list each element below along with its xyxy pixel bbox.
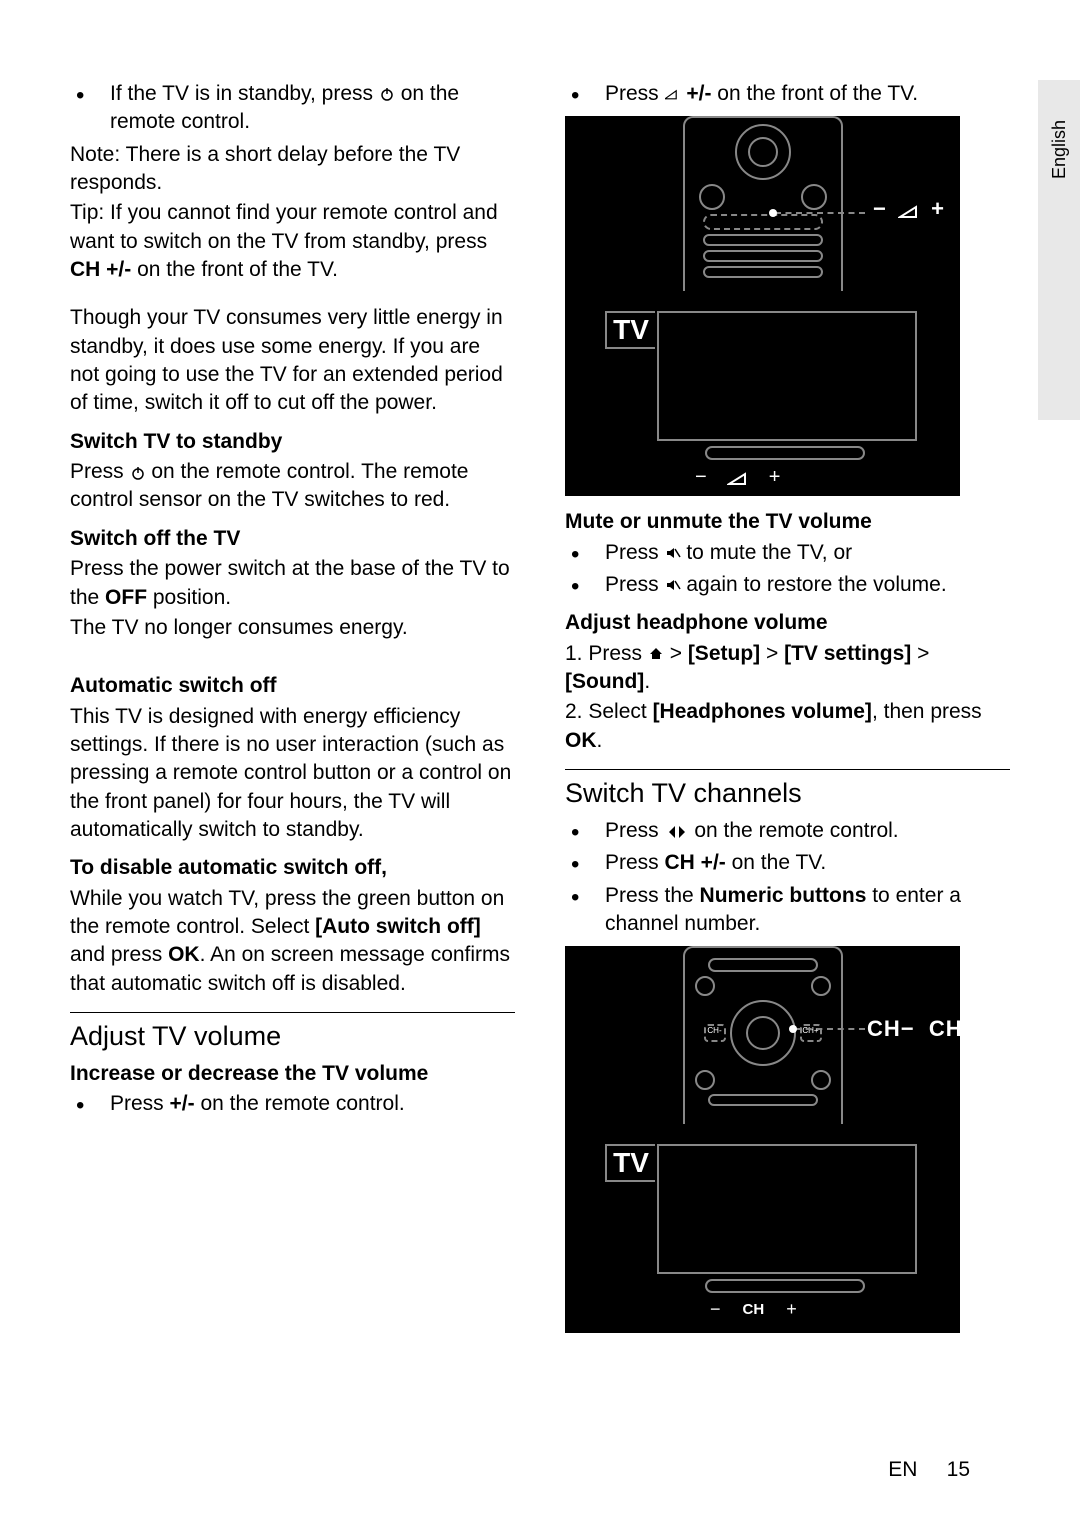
off-text-1: Press the power switch at the base of th… [70,555,515,612]
bullet-ch-numeric: Press the Numeric buttons to enter a cha… [565,882,1010,939]
headphone-step1: 1. Press > [Setup] > [TV settings] > [So… [565,640,1010,697]
fig-ch-minus: CH− [867,1016,915,1041]
fig-minus: − [873,196,887,221]
footer-lang: EN [888,1458,917,1481]
fig2-tv-label: TV [605,1144,655,1182]
fig-plus: + [931,196,945,221]
bullet-vol-front: Press +/- on the front of the TV. [565,80,1010,108]
disable-text: While you watch TV, press the green butt… [70,885,515,998]
bullet-mute: Press to mute the TV, or [565,539,1010,567]
tip-text: Tip: If you cannot find your remote cont… [70,199,515,284]
power-icon [130,465,146,481]
mute-heading: Mute or unmute the TV volume [565,508,1010,536]
auto-text: This TV is designed with energy efficien… [70,703,515,845]
language-tab: English [1038,80,1080,420]
switch-channels-heading: Switch TV channels [565,778,1010,809]
left-column: If the TV is in standby, press on the re… [70,80,515,1345]
panel2-minus: − [710,1299,721,1320]
page-content: If the TV is in standby, press on the re… [0,0,1080,1385]
prev-next-icon [665,824,689,840]
mute-icon [665,577,681,593]
bullet-ch-remote: Press on the remote control. [565,817,1010,845]
disable-heading: To disable automatic switch off, [70,854,515,882]
energy-text: Though your TV consumes very little ener… [70,304,515,417]
bullet-unmute: Press again to restore the volume. [565,571,1010,599]
power-icon [379,86,395,102]
fig-tv-label: TV [605,311,655,349]
mute-icon [665,545,681,561]
right-column: Press +/- on the front of the TV. [565,80,1010,1345]
figure-channels: CH- CH+ CH− CH+ TV − CH + [565,946,960,1333]
standby-heading: Switch TV to standby [70,428,515,456]
headphone-heading: Adjust headphone volume [565,609,1010,637]
panel2-plus: + [786,1299,797,1320]
bullet-vol-remote: Press +/- on the remote control. [70,1090,515,1118]
panel2-ch: CH [743,1301,765,1318]
fig-ch-plus: CH+ [929,1016,977,1041]
bullet-ch-tv: Press CH +/- on the TV. [565,849,1010,877]
off-text-2: The TV no longer consumes energy. [70,614,515,642]
volume-icon [665,86,681,102]
off-heading: Switch off the TV [70,525,515,553]
figure-volume: − + TV − + [565,116,960,496]
incdec-heading: Increase or decrease the TV volume [70,1060,515,1088]
standby-text: Press on the remote control. The remote … [70,458,515,515]
panel-minus: − [695,466,707,489]
note-delay: Note: There is a short delay before the … [70,141,515,198]
bullet-standby-on: If the TV is in standby, press on the re… [70,80,515,137]
panel-plus: + [769,466,781,489]
footer-page: 15 [947,1458,970,1481]
language-label: English [1049,120,1070,179]
section-divider [565,769,1010,770]
auto-heading: Automatic switch off [70,672,515,700]
section-divider [70,1012,515,1013]
home-icon [648,646,664,662]
headphone-step2: 2. Select [Headphones volume], then pres… [565,698,1010,755]
page-footer: EN 15 [888,1458,970,1482]
adjust-volume-heading: Adjust TV volume [70,1021,515,1052]
